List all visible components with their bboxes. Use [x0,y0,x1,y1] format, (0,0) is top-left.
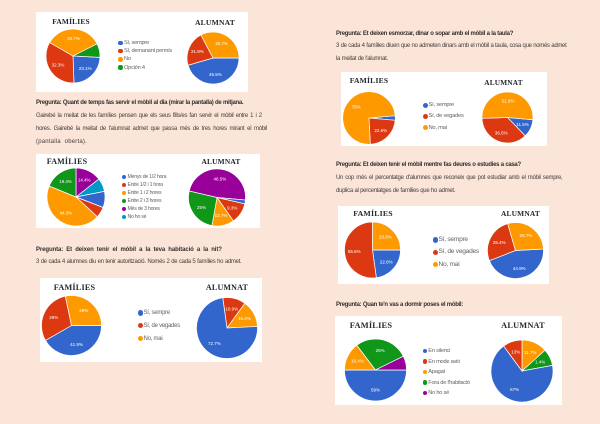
svg-text:55.6%: 55.6% [348,249,361,254]
svg-text:26.4%: 26.4% [493,240,506,245]
svg-text:16.4%: 16.4% [238,316,251,321]
svg-text:67%: 67% [510,387,519,392]
svg-text:75%: 75% [352,104,361,109]
svg-text:9.3%: 9.3% [227,205,237,210]
svg-text:32.7%: 32.7% [215,41,228,46]
svg-text:26%: 26% [376,348,385,353]
svg-text:32.3%: 32.3% [52,63,65,68]
svg-text:1.4%: 1.4% [535,360,545,365]
svg-text:25%: 25% [197,205,206,210]
svg-text:72.7%: 72.7% [208,341,221,346]
svg-text:44.9%: 44.9% [513,266,526,271]
svg-text:51.9%: 51.9% [502,98,515,103]
svg-text:13%: 13% [511,349,520,354]
svg-text:19.4%: 19.4% [59,179,72,184]
svg-text:22.6%: 22.6% [374,128,387,133]
svg-text:45.5%: 45.5% [209,72,222,77]
svg-text:22.6%: 22.6% [380,259,393,264]
svg-text:14.4%: 14.4% [78,178,91,183]
svg-text:59%: 59% [371,388,380,393]
svg-text:36.7%: 36.7% [67,36,80,41]
svg-text:11.5%: 11.5% [516,122,528,127]
svg-text:16.4%: 16.4% [351,359,364,364]
svg-text:23.8%: 23.8% [379,235,392,240]
svg-text:44.3%: 44.3% [60,210,73,215]
svg-text:10.9%: 10.9% [225,306,238,311]
svg-text:28.7%: 28.7% [520,233,533,238]
svg-text:12.7%: 12.7% [215,213,228,218]
svg-text:41.9%: 41.9% [70,342,83,347]
svg-text:46.5%: 46.5% [214,177,227,182]
svg-text:29%: 29% [79,308,88,313]
svg-text:29%: 29% [49,315,58,320]
svg-text:11.7%: 11.7% [524,350,536,355]
svg-text:21.8%: 21.8% [191,49,204,54]
svg-text:23.1%: 23.1% [79,66,92,71]
svg-text:36.5%: 36.5% [495,130,508,135]
